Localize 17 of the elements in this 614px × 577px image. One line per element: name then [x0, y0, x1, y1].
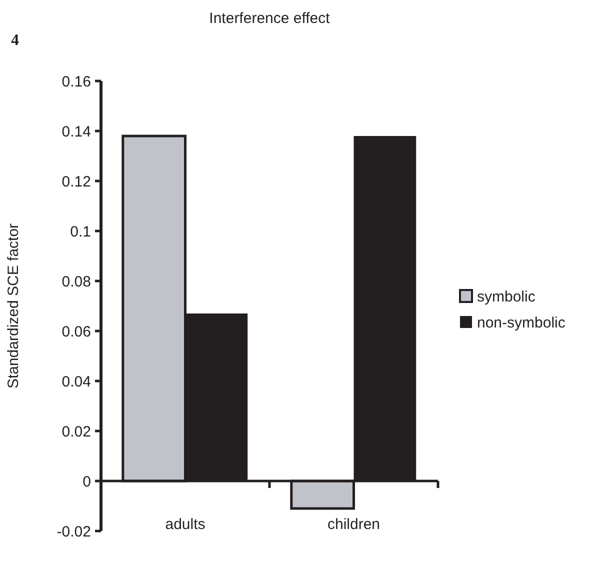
legend-label: non-symbolic: [477, 314, 566, 332]
text: 4: [11, 32, 19, 49]
x-tick-label: children: [327, 516, 380, 533]
y-tick-label: 0.04: [62, 373, 91, 390]
y-tick-label: 0: [82, 473, 91, 490]
y-tick-label: -0.02: [56, 523, 91, 540]
y-tick-label: 0.06: [62, 323, 91, 340]
y-tick-label: 0.16: [62, 73, 91, 90]
y-tick-label: 0.1: [70, 223, 91, 240]
legend-label: symbolic: [477, 288, 536, 306]
y-tick-label: 0.12: [62, 173, 91, 190]
chart-title: Interference effect: [209, 10, 331, 27]
x-tick-label: adults: [165, 516, 206, 533]
y-axis-title: Standardized SCE factor: [5, 223, 22, 389]
y-tick-label: 0.02: [62, 423, 91, 440]
y-tick-label: 0.08: [62, 273, 91, 290]
y-tick-label: 0.14: [62, 123, 91, 140]
